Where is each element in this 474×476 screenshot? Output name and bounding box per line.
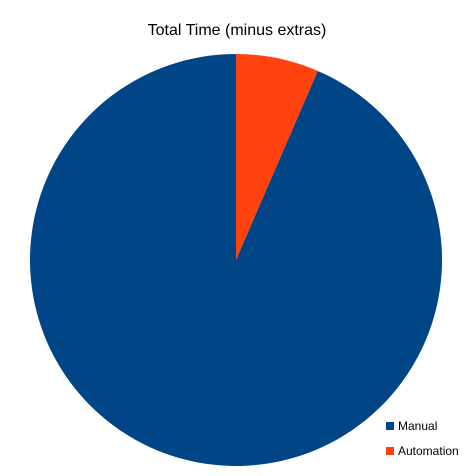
legend-swatch-automation [386,447,394,455]
legend-label-automation: Automation [398,444,459,458]
chart-title: Total Time (minus extras) [148,22,327,39]
legend-label-manual: Manual [398,419,437,433]
legend-swatch-manual [386,422,394,430]
pie-slice-manual [29,54,442,466]
legend: Manual Automation [386,419,459,458]
pie-slice-automation [236,54,318,260]
pie-slices [29,54,442,466]
